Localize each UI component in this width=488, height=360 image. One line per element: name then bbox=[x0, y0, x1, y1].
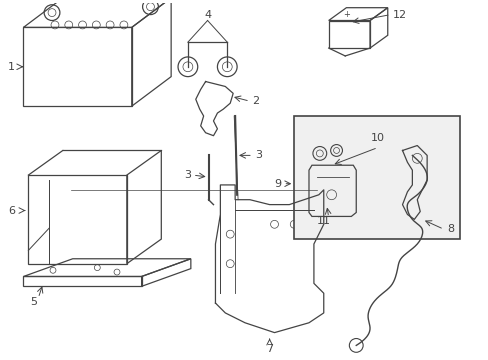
Text: 8: 8 bbox=[446, 224, 453, 234]
Text: 2: 2 bbox=[251, 96, 259, 106]
Text: +: + bbox=[342, 10, 349, 19]
Bar bbox=[294, 116, 459, 239]
Text: 1: 1 bbox=[8, 62, 15, 72]
Text: 11: 11 bbox=[316, 216, 330, 226]
Text: 6: 6 bbox=[8, 206, 15, 216]
Text: 10: 10 bbox=[370, 133, 384, 143]
Text: 3: 3 bbox=[254, 150, 261, 161]
Text: 12: 12 bbox=[392, 10, 406, 19]
Text: 9: 9 bbox=[274, 179, 281, 189]
Text: 3: 3 bbox=[183, 170, 190, 180]
Text: 5: 5 bbox=[30, 297, 37, 307]
Text: 4: 4 bbox=[203, 10, 211, 19]
Text: 7: 7 bbox=[265, 345, 273, 355]
